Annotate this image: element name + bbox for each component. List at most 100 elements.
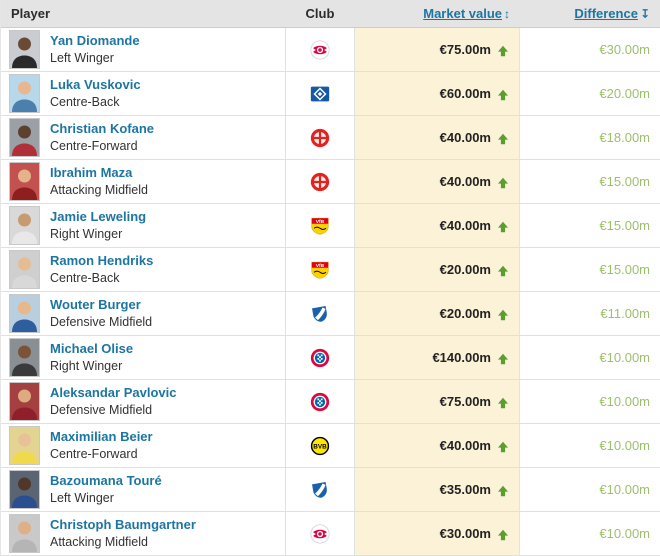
club-badge-rb-leipzig-icon[interactable] — [309, 39, 331, 61]
club-cell — [285, 72, 355, 115]
club-badge-vfb-stuttgart-icon[interactable]: VfB — [309, 259, 331, 281]
market-value: €60.00m — [439, 86, 491, 101]
trend-up-arrow-icon — [497, 528, 509, 540]
club-badge-borussia-dortmund-icon[interactable]: BVB — [309, 435, 331, 457]
difference-value: €15.00m — [599, 174, 650, 189]
club-cell — [285, 336, 355, 379]
club-badge-bayer-leverkusen-icon[interactable] — [309, 171, 331, 193]
player-photo[interactable] — [9, 74, 40, 113]
player-photo[interactable] — [9, 30, 40, 69]
difference-cell: €10.00m — [520, 424, 660, 467]
player-position: Centre-Forward — [50, 446, 138, 461]
player-photo[interactable] — [9, 206, 40, 245]
difference-value: €10.00m — [599, 350, 650, 365]
trend-up-arrow-icon — [497, 88, 509, 100]
player-position: Attacking Midfield — [50, 534, 148, 549]
column-header-difference: Difference ↧ — [520, 6, 660, 21]
svg-text:VfB: VfB — [316, 218, 325, 224]
market-value: €40.00m — [439, 438, 491, 453]
player-photo[interactable] — [9, 294, 40, 333]
player-name-link[interactable]: Maximilian Beier — [50, 428, 153, 444]
player-name-link[interactable]: Christoph Baumgartner — [50, 516, 196, 532]
sort-both-icon[interactable]: ↕ — [504, 7, 510, 21]
market-value-cell: €40.00m — [355, 204, 520, 247]
club-badge-vfb-stuttgart-icon[interactable]: VfB — [309, 215, 331, 237]
club-badge-hamburger-sv-icon[interactable] — [309, 83, 331, 105]
market-value-cell: €20.00m — [355, 292, 520, 335]
market-value: €20.00m — [439, 306, 491, 321]
player-photo[interactable] — [9, 426, 40, 465]
table-row: Maximilian Beier Centre-Forward BVB €40.… — [1, 424, 660, 468]
table-row: Christoph Baumgartner Attacking Midfield… — [1, 512, 660, 556]
table-row: Christian Kofane Centre-Forward €40.00m … — [1, 116, 660, 160]
club-badge-rb-leipzig-icon[interactable] — [309, 523, 331, 545]
player-name-link[interactable]: Ibrahim Maza — [50, 164, 133, 180]
table-row: Luka Vuskovic Centre-Back €60.00m €20.00… — [1, 72, 660, 116]
trend-up-arrow-icon — [497, 220, 509, 232]
market-value-cell: €40.00m — [355, 116, 520, 159]
trend-up-arrow-icon — [497, 484, 509, 496]
difference-value: €10.00m — [599, 526, 650, 541]
player-photo[interactable] — [9, 338, 40, 377]
table-row: Aleksandar Pavlovic Defensive Midfield €… — [1, 380, 660, 424]
player-name-link[interactable]: Michael Olise — [50, 340, 134, 356]
player-name-link[interactable]: Ramon Hendriks — [50, 252, 154, 268]
market-value-cell: €40.00m — [355, 424, 520, 467]
table-row: Bazoumana Touré Left Winger €35.00m €10.… — [1, 468, 660, 512]
difference-cell: €15.00m — [520, 248, 660, 291]
market-value: €30.00m — [439, 526, 491, 541]
trend-up-arrow-icon — [497, 176, 509, 188]
market-value-cell: €140.00m — [355, 336, 520, 379]
market-value: €140.00m — [432, 350, 491, 365]
club-cell — [285, 116, 355, 159]
club-cell: VfB — [285, 204, 355, 247]
market-value-cell: €30.00m — [355, 512, 520, 555]
column-header-club: Club — [305, 6, 335, 21]
trend-up-arrow-icon — [497, 132, 509, 144]
table-row: Wouter Burger Defensive Midfield €20.00m… — [1, 292, 660, 336]
player-photo[interactable] — [9, 162, 40, 201]
difference-value: €18.00m — [599, 130, 650, 145]
club-badge-hoffenheim-icon[interactable] — [309, 479, 331, 501]
player-position: Defensive Midfield — [50, 402, 153, 417]
market-value: €20.00m — [439, 262, 491, 277]
market-value: €75.00m — [439, 42, 491, 57]
player-cell: Jamie Leweling Right Winger — [1, 204, 285, 247]
difference-cell: €20.00m — [520, 72, 660, 115]
player-photo[interactable] — [9, 250, 40, 289]
player-name-link[interactable]: Yan Diomande — [50, 32, 140, 48]
difference-value: €11.00m — [600, 306, 650, 321]
player-position: Defensive Midfield — [50, 314, 153, 329]
sort-desc-active-icon[interactable]: ↧ — [639, 7, 650, 21]
market-value-cell: €40.00m — [355, 160, 520, 203]
club-badge-bayern-munich-icon[interactable] — [309, 347, 331, 369]
market-value-sort-link[interactable]: Market value — [423, 6, 502, 21]
player-name-link[interactable]: Aleksandar Pavlovic — [50, 384, 177, 400]
difference-value: €20.00m — [599, 86, 650, 101]
player-cell: Ramon Hendriks Centre-Back — [1, 248, 285, 291]
player-position: Attacking Midfield — [50, 182, 148, 197]
difference-value: €10.00m — [599, 482, 650, 497]
player-photo[interactable] — [9, 382, 40, 421]
player-position: Centre-Back — [50, 270, 120, 285]
market-value-cell: €75.00m — [355, 380, 520, 423]
player-photo[interactable] — [9, 514, 40, 553]
player-photo[interactable] — [9, 470, 40, 509]
table-row: Yan Diomande Left Winger €75.00m €30.00m — [1, 28, 660, 72]
player-photo[interactable] — [9, 118, 40, 157]
player-cell: Christoph Baumgartner Attacking Midfield — [1, 512, 285, 555]
market-value: €40.00m — [439, 174, 491, 189]
club-badge-bayer-leverkusen-icon[interactable] — [309, 127, 331, 149]
player-name-link[interactable]: Bazoumana Touré — [50, 472, 162, 488]
club-cell — [285, 292, 355, 335]
club-badge-bayern-munich-icon[interactable] — [309, 391, 331, 413]
player-name-link[interactable]: Luka Vuskovic — [50, 76, 141, 92]
trend-up-arrow-icon — [497, 352, 509, 364]
difference-sort-link[interactable]: Difference — [574, 6, 638, 21]
player-name-link[interactable]: Jamie Leweling — [50, 208, 147, 224]
market-value: €35.00m — [439, 482, 491, 497]
club-badge-hoffenheim-icon[interactable] — [309, 303, 331, 325]
player-name-link[interactable]: Christian Kofane — [50, 120, 155, 136]
player-name-link[interactable]: Wouter Burger — [50, 296, 141, 312]
